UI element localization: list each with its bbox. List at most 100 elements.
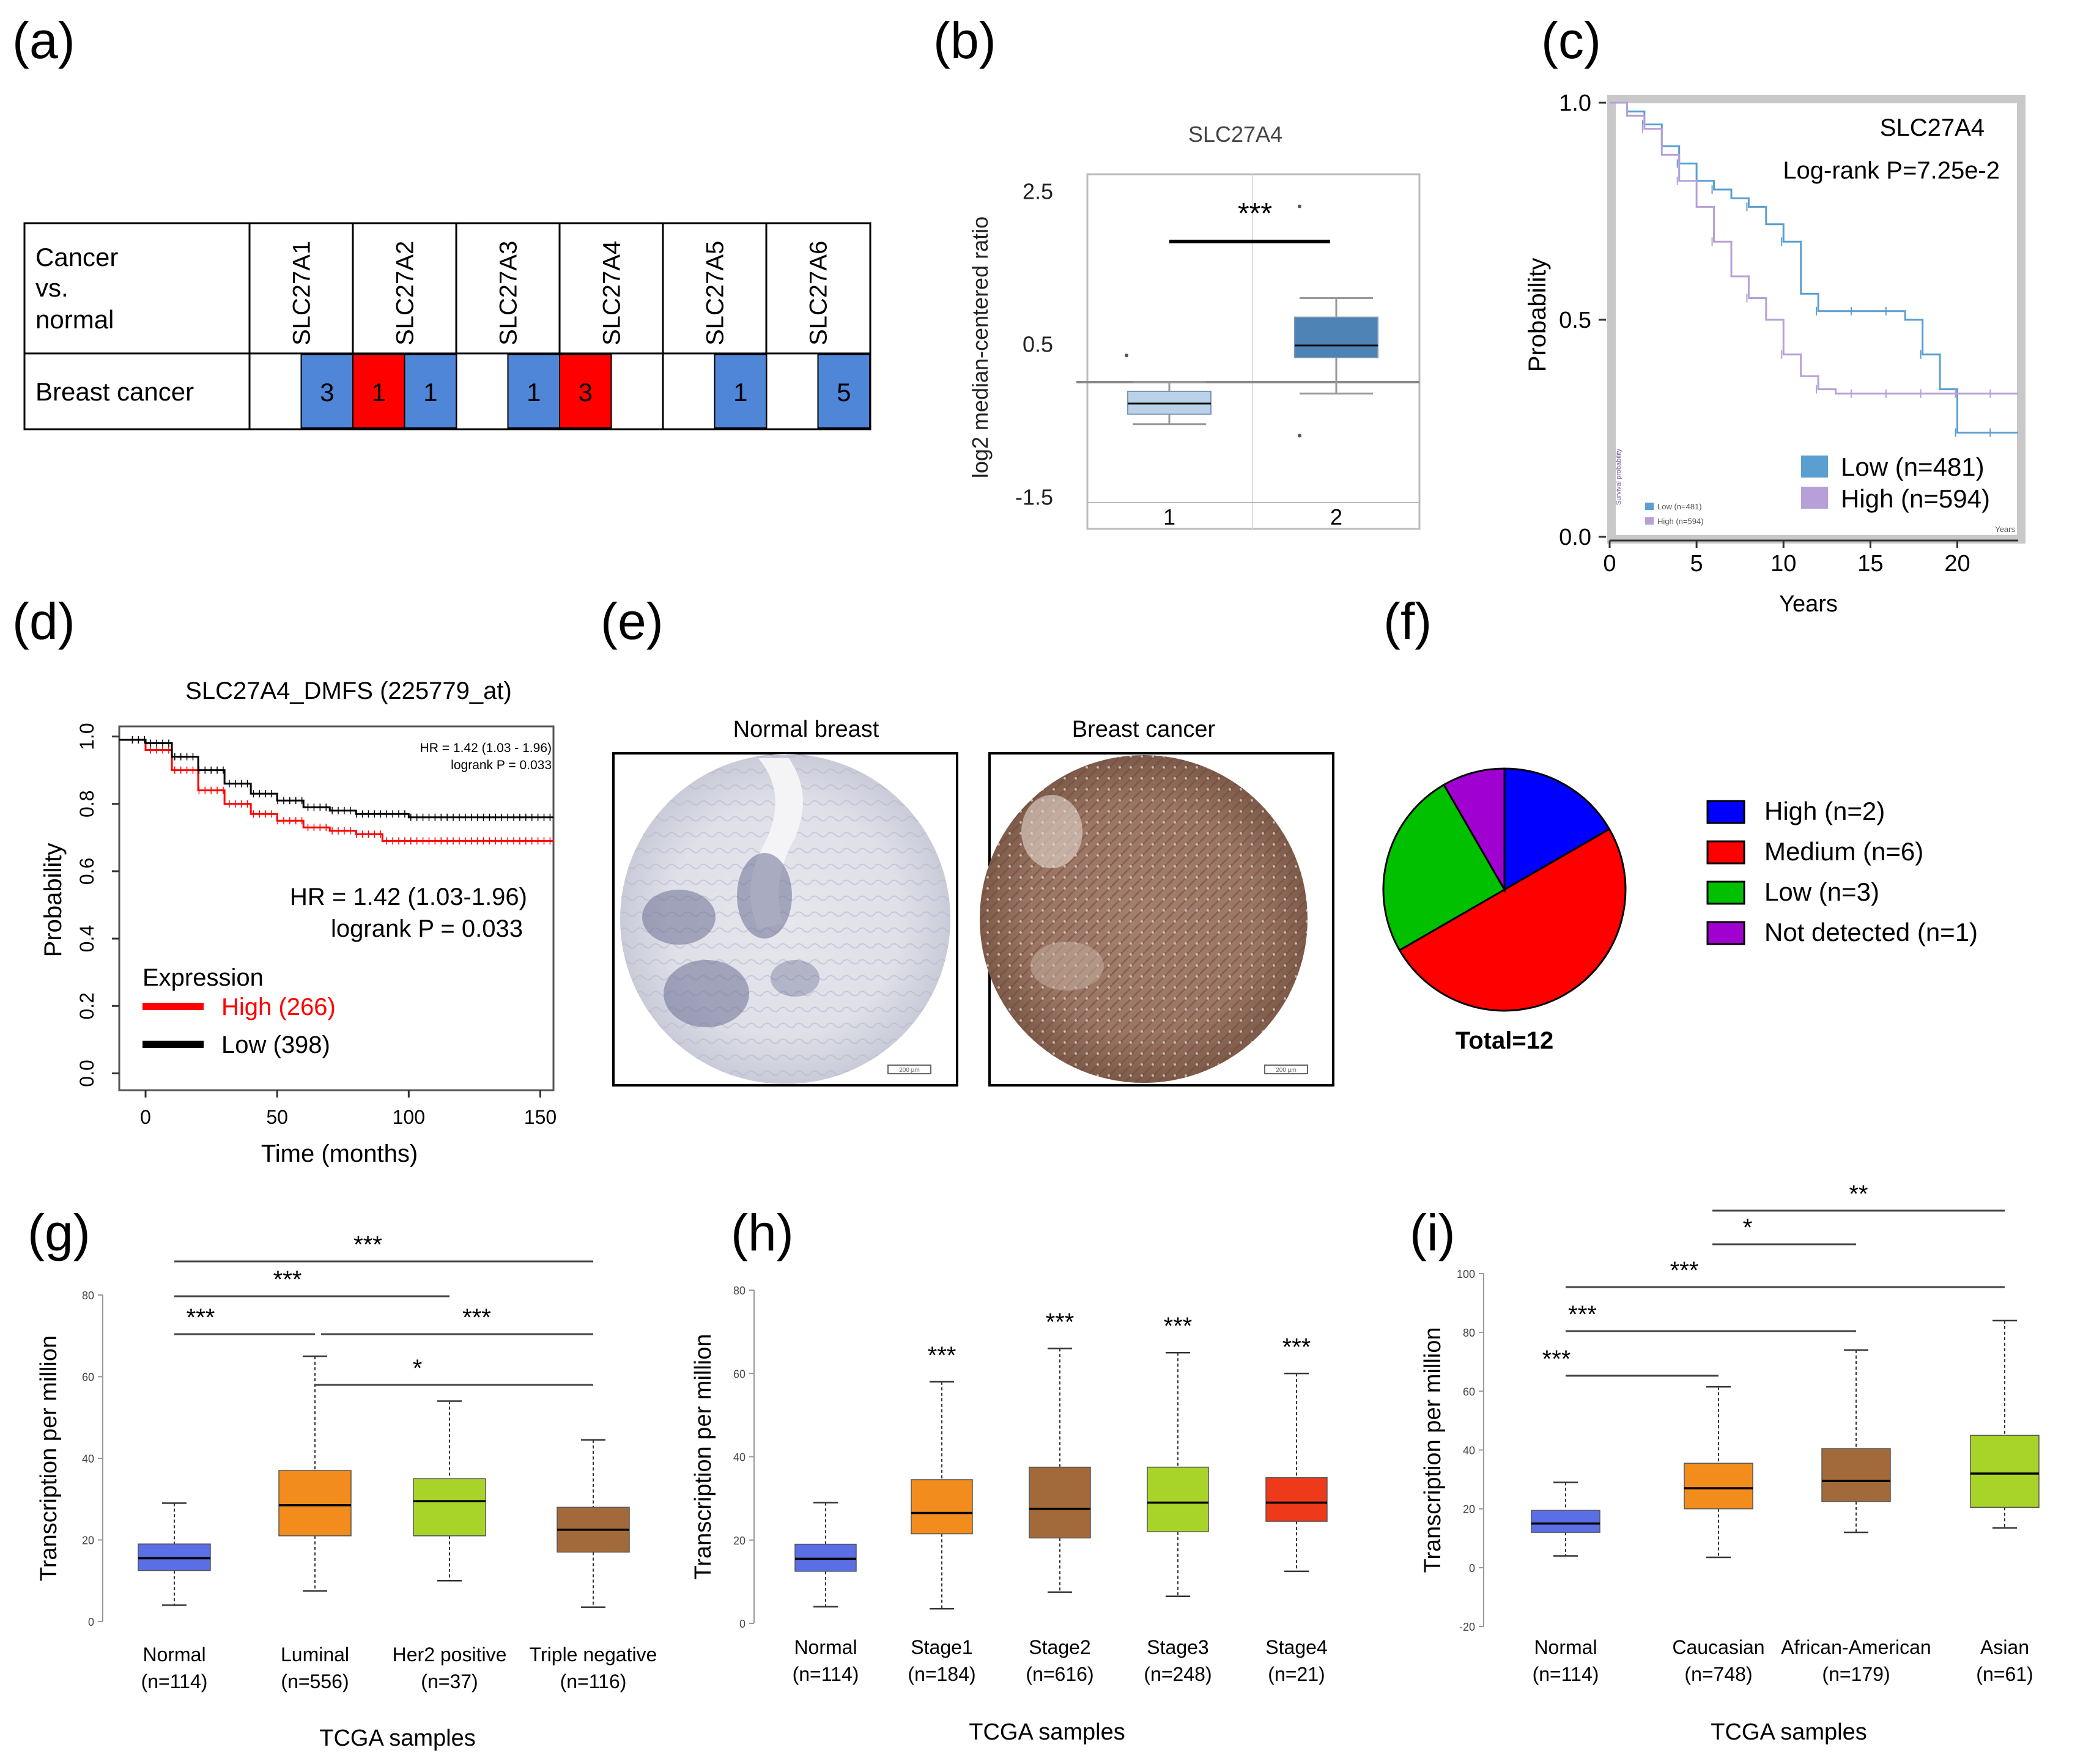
panel-h-category-label: Stage2 <box>1029 1636 1090 1658</box>
c-series-high <box>1610 101 2018 395</box>
b-outlier <box>1125 353 1128 358</box>
c-inner-xlabel: Years <box>1995 525 2015 534</box>
c-ylabel: Probability <box>1524 258 1551 372</box>
table-header-line-2: vs. <box>35 273 68 302</box>
panel-i-bracket-label: * <box>1743 1214 1753 1241</box>
panel-i-bracket-label: *** <box>1542 1346 1571 1373</box>
panel-i-category-label: Asian <box>1980 1636 2029 1658</box>
b-tick-label: -1.5 <box>1015 485 1053 510</box>
panel-h-y-tick-label: 60 <box>733 1368 746 1380</box>
b-significance-label: *** <box>1238 197 1272 230</box>
gene-column-header: SLC27A6 <box>805 241 832 345</box>
panel-g-box <box>413 1478 486 1537</box>
panel-g-bracket-label: *** <box>273 1266 302 1293</box>
panel-h-category-label: Stage4 <box>1265 1636 1327 1658</box>
c-title: SLC27A4 <box>1880 114 1985 141</box>
f-legend-label: Not detected (n=1) <box>1764 918 1978 947</box>
panel-g-boxplot: 0 20 40 60 80 Transcription per million Normal… <box>36 1231 657 1751</box>
panel-g-y-tick-label: 40 <box>82 1453 94 1465</box>
table-cell-value: 1 <box>733 378 747 407</box>
c-x-tick-label: 5 <box>1690 551 1703 577</box>
c-inner-legend-high: High (n=594) <box>1657 517 1704 526</box>
panel-h-xlabel: TCGA samples <box>969 1719 1125 1745</box>
gene-column-header: SLC27A1 <box>289 241 316 345</box>
panel-g-count-label: (n=37) <box>421 1670 478 1692</box>
d-x-tick-label: 0 <box>140 1106 151 1128</box>
panel-f-pie: Total=12 High (n=2) Medium (n=6) Low (n=3)… <box>1382 767 1978 1054</box>
gene-column-header: SLC27A3 <box>495 241 522 345</box>
d-legend-title: Expression <box>142 964 264 991</box>
panel-g-count-label: (n=114) <box>141 1670 208 1692</box>
b-title: SLC27A4 <box>1188 122 1282 147</box>
panel-label-c: (c) <box>1541 12 1601 69</box>
d-y-tick-label: 0.8 <box>76 790 98 817</box>
panel-h-y-tick-label: 0 <box>739 1618 746 1630</box>
c-x-tick-label: 15 <box>1857 551 1883 577</box>
gene-column-header: SLC27A2 <box>392 241 419 345</box>
table-cell-value: 1 <box>423 378 437 407</box>
table-cell-5-1 <box>817 354 870 429</box>
d-ylabel: Probability <box>40 843 67 958</box>
panel-i-y-tick-label: 100 <box>1457 1268 1475 1280</box>
panel-h-ylabel: Transcription per million <box>690 1334 716 1580</box>
panel-h-count-label: (n=616) <box>1026 1663 1093 1685</box>
d-y-tick-label: 0.0 <box>76 1060 98 1087</box>
panel-c-survival: 0 5 10 15 20 0.0 0.5 1.0 SLC27A4 Log-rank P=7.2… <box>1524 90 2026 617</box>
d-legend-low: Low (398) <box>221 1031 330 1058</box>
panel-h-category-label: Stage3 <box>1147 1636 1208 1658</box>
panel-g-y-tick-label: 80 <box>82 1290 94 1302</box>
panel-i-count-label: (n=114) <box>1533 1663 1599 1685</box>
f-legend-swatch <box>1706 921 1745 945</box>
d-y-tick-label: 0.2 <box>76 992 98 1019</box>
panel-g-bracket-label: *** <box>353 1231 382 1258</box>
panel-h-count-label: (n=21) <box>1268 1663 1325 1685</box>
panel-g-count-label: (n=116) <box>560 1670 627 1692</box>
panel-g-bracket-label: *** <box>187 1304 215 1331</box>
panel-h-boxplot: 0 20 40 60 80 Transcription per million Normal… <box>690 1285 1328 1745</box>
panel-label-f: (f) <box>1383 592 1432 650</box>
f-legend-label: High (n=2) <box>1764 797 1885 825</box>
c-inner-ylabel: Survival probability <box>1615 448 1622 505</box>
table-cell-value: 1 <box>372 378 386 407</box>
panel-i-count-label: (n=61) <box>1976 1663 2033 1685</box>
panel-i-y-tick-label: 80 <box>1463 1327 1475 1339</box>
panel-i-category-label: Normal <box>1534 1636 1597 1658</box>
c-y-tick-label: 1.0 <box>1559 90 1591 116</box>
f-total-label: Total=12 <box>1456 1027 1553 1054</box>
panel-h-y-tick-label: 20 <box>733 1535 746 1547</box>
c-y-tick-label: 0.0 <box>1559 525 1591 550</box>
e-cancer-label: Breast cancer <box>1072 717 1216 742</box>
panel-i-y-tick-label: 60 <box>1463 1386 1475 1398</box>
gene-column-header: SLC27A5 <box>702 241 729 345</box>
panel-g-bracket-label: * <box>413 1355 423 1382</box>
panel-i-box <box>1531 1510 1600 1533</box>
c-series-low <box>1610 101 2018 434</box>
panel-label-d: (d) <box>12 592 75 650</box>
b-outlier <box>1298 204 1301 209</box>
d-legend-high: High (266) <box>221 994 336 1020</box>
table-cell-0-1 <box>300 354 353 429</box>
panel-g-bracket-label: *** <box>462 1304 491 1331</box>
panel-e-ihc-images: Normal breast Breast cancer 200 µm 200 µ… <box>612 717 1334 1087</box>
panel-g-category-label: Luminal <box>281 1644 349 1666</box>
d-hr-small: HR = 1.42 (1.03 - 1.96) <box>420 741 552 755</box>
panel-i-y-tick-label: 20 <box>1463 1504 1475 1516</box>
d-x-tick-label: 50 <box>266 1106 288 1128</box>
panel-g-category-label: Triple negative <box>530 1644 657 1666</box>
panel-h-box <box>1147 1466 1209 1532</box>
panel-g-category-label: Her2 positive <box>393 1644 507 1666</box>
panel-label-b: (b) <box>933 12 996 69</box>
table-header-line-1: Cancer <box>35 243 118 271</box>
panel-label-i: (i) <box>1410 1204 1456 1261</box>
table-cell-value: 5 <box>837 378 851 407</box>
panel-h-category-label: Stage1 <box>911 1636 972 1658</box>
d-hr: HR = 1.42 (1.03-1.96) <box>290 884 527 910</box>
panel-i-box <box>1970 1434 2040 1508</box>
table-cell-3-0 <box>559 354 612 429</box>
panel-i-box <box>1684 1463 1753 1510</box>
panel-g-y-tick-label: 20 <box>82 1535 94 1547</box>
f-legend-swatch <box>1706 840 1745 865</box>
table-cell-value: 3 <box>320 378 334 407</box>
panel-h-count-label: (n=114) <box>793 1663 859 1685</box>
